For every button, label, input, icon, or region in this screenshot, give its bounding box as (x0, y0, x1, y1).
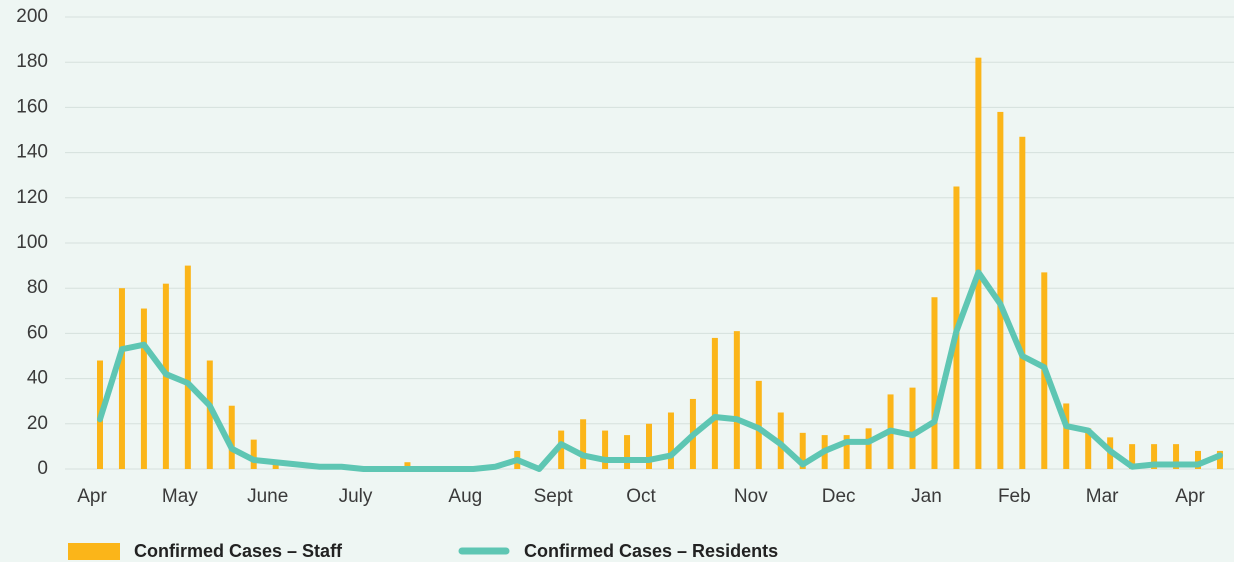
x-tick-label: May (162, 486, 198, 507)
bar (272, 464, 279, 469)
bar (140, 308, 147, 469)
bar (1063, 403, 1070, 469)
x-tick-label: Apr (77, 486, 107, 507)
bar (931, 297, 938, 469)
x-tick-label: Aug (448, 486, 482, 507)
bar (228, 405, 235, 469)
y-tick-label: 140 (16, 142, 48, 163)
bar (843, 435, 850, 469)
x-tick-label: Sept (534, 486, 574, 507)
bar (184, 265, 191, 469)
x-tick-label: Feb (998, 486, 1031, 507)
bar (909, 387, 916, 469)
legend-label: Confirmed Cases – Staff (134, 541, 343, 561)
y-tick-label: 120 (16, 187, 48, 208)
x-tick-label: Oct (626, 486, 656, 507)
y-tick-label: 40 (27, 368, 48, 389)
bar (755, 380, 762, 469)
bar (865, 428, 872, 469)
bar (118, 288, 125, 469)
y-tick-label: 80 (27, 277, 48, 298)
bar (602, 430, 609, 469)
bar (646, 423, 652, 469)
y-tick-label: 60 (27, 322, 48, 343)
y-tick-label: 180 (16, 51, 48, 72)
bar (250, 439, 257, 469)
legend-label: Confirmed Cases – Residents (524, 541, 778, 561)
bar (1019, 136, 1026, 469)
y-tick-label: 160 (16, 96, 48, 117)
bar (206, 360, 213, 469)
y-tick-label: 0 (37, 458, 48, 479)
x-tick-label: June (247, 486, 288, 507)
bar (1151, 444, 1158, 469)
bar (580, 419, 587, 469)
bar (997, 111, 1004, 470)
x-tick-label: Dec (822, 486, 856, 507)
legend: Confirmed Cases – Staff Confirmed Cases –… (68, 541, 778, 561)
bar (1216, 450, 1223, 469)
bar (404, 462, 411, 469)
y-tick-label: 100 (16, 232, 48, 253)
bar (1195, 450, 1201, 469)
x-tick-label: Mar (1086, 486, 1119, 507)
bar (1173, 444, 1180, 469)
bar (733, 331, 740, 469)
bar (667, 412, 674, 469)
x-tick-label: July (339, 486, 373, 507)
bar (1129, 444, 1136, 469)
bar (558, 430, 565, 469)
bar (1085, 428, 1092, 469)
legend-swatch (68, 543, 120, 560)
bar (624, 435, 631, 469)
y-tick-label: 20 (27, 413, 48, 434)
x-tick-label: Nov (734, 486, 768, 507)
y-tick-label: 200 (16, 6, 48, 27)
bar (975, 57, 982, 470)
x-tick-label: Jan (911, 486, 942, 507)
line (97, 269, 1223, 472)
bar (711, 337, 718, 469)
bar (799, 432, 806, 469)
x-tick-label: Apr (1175, 486, 1205, 507)
